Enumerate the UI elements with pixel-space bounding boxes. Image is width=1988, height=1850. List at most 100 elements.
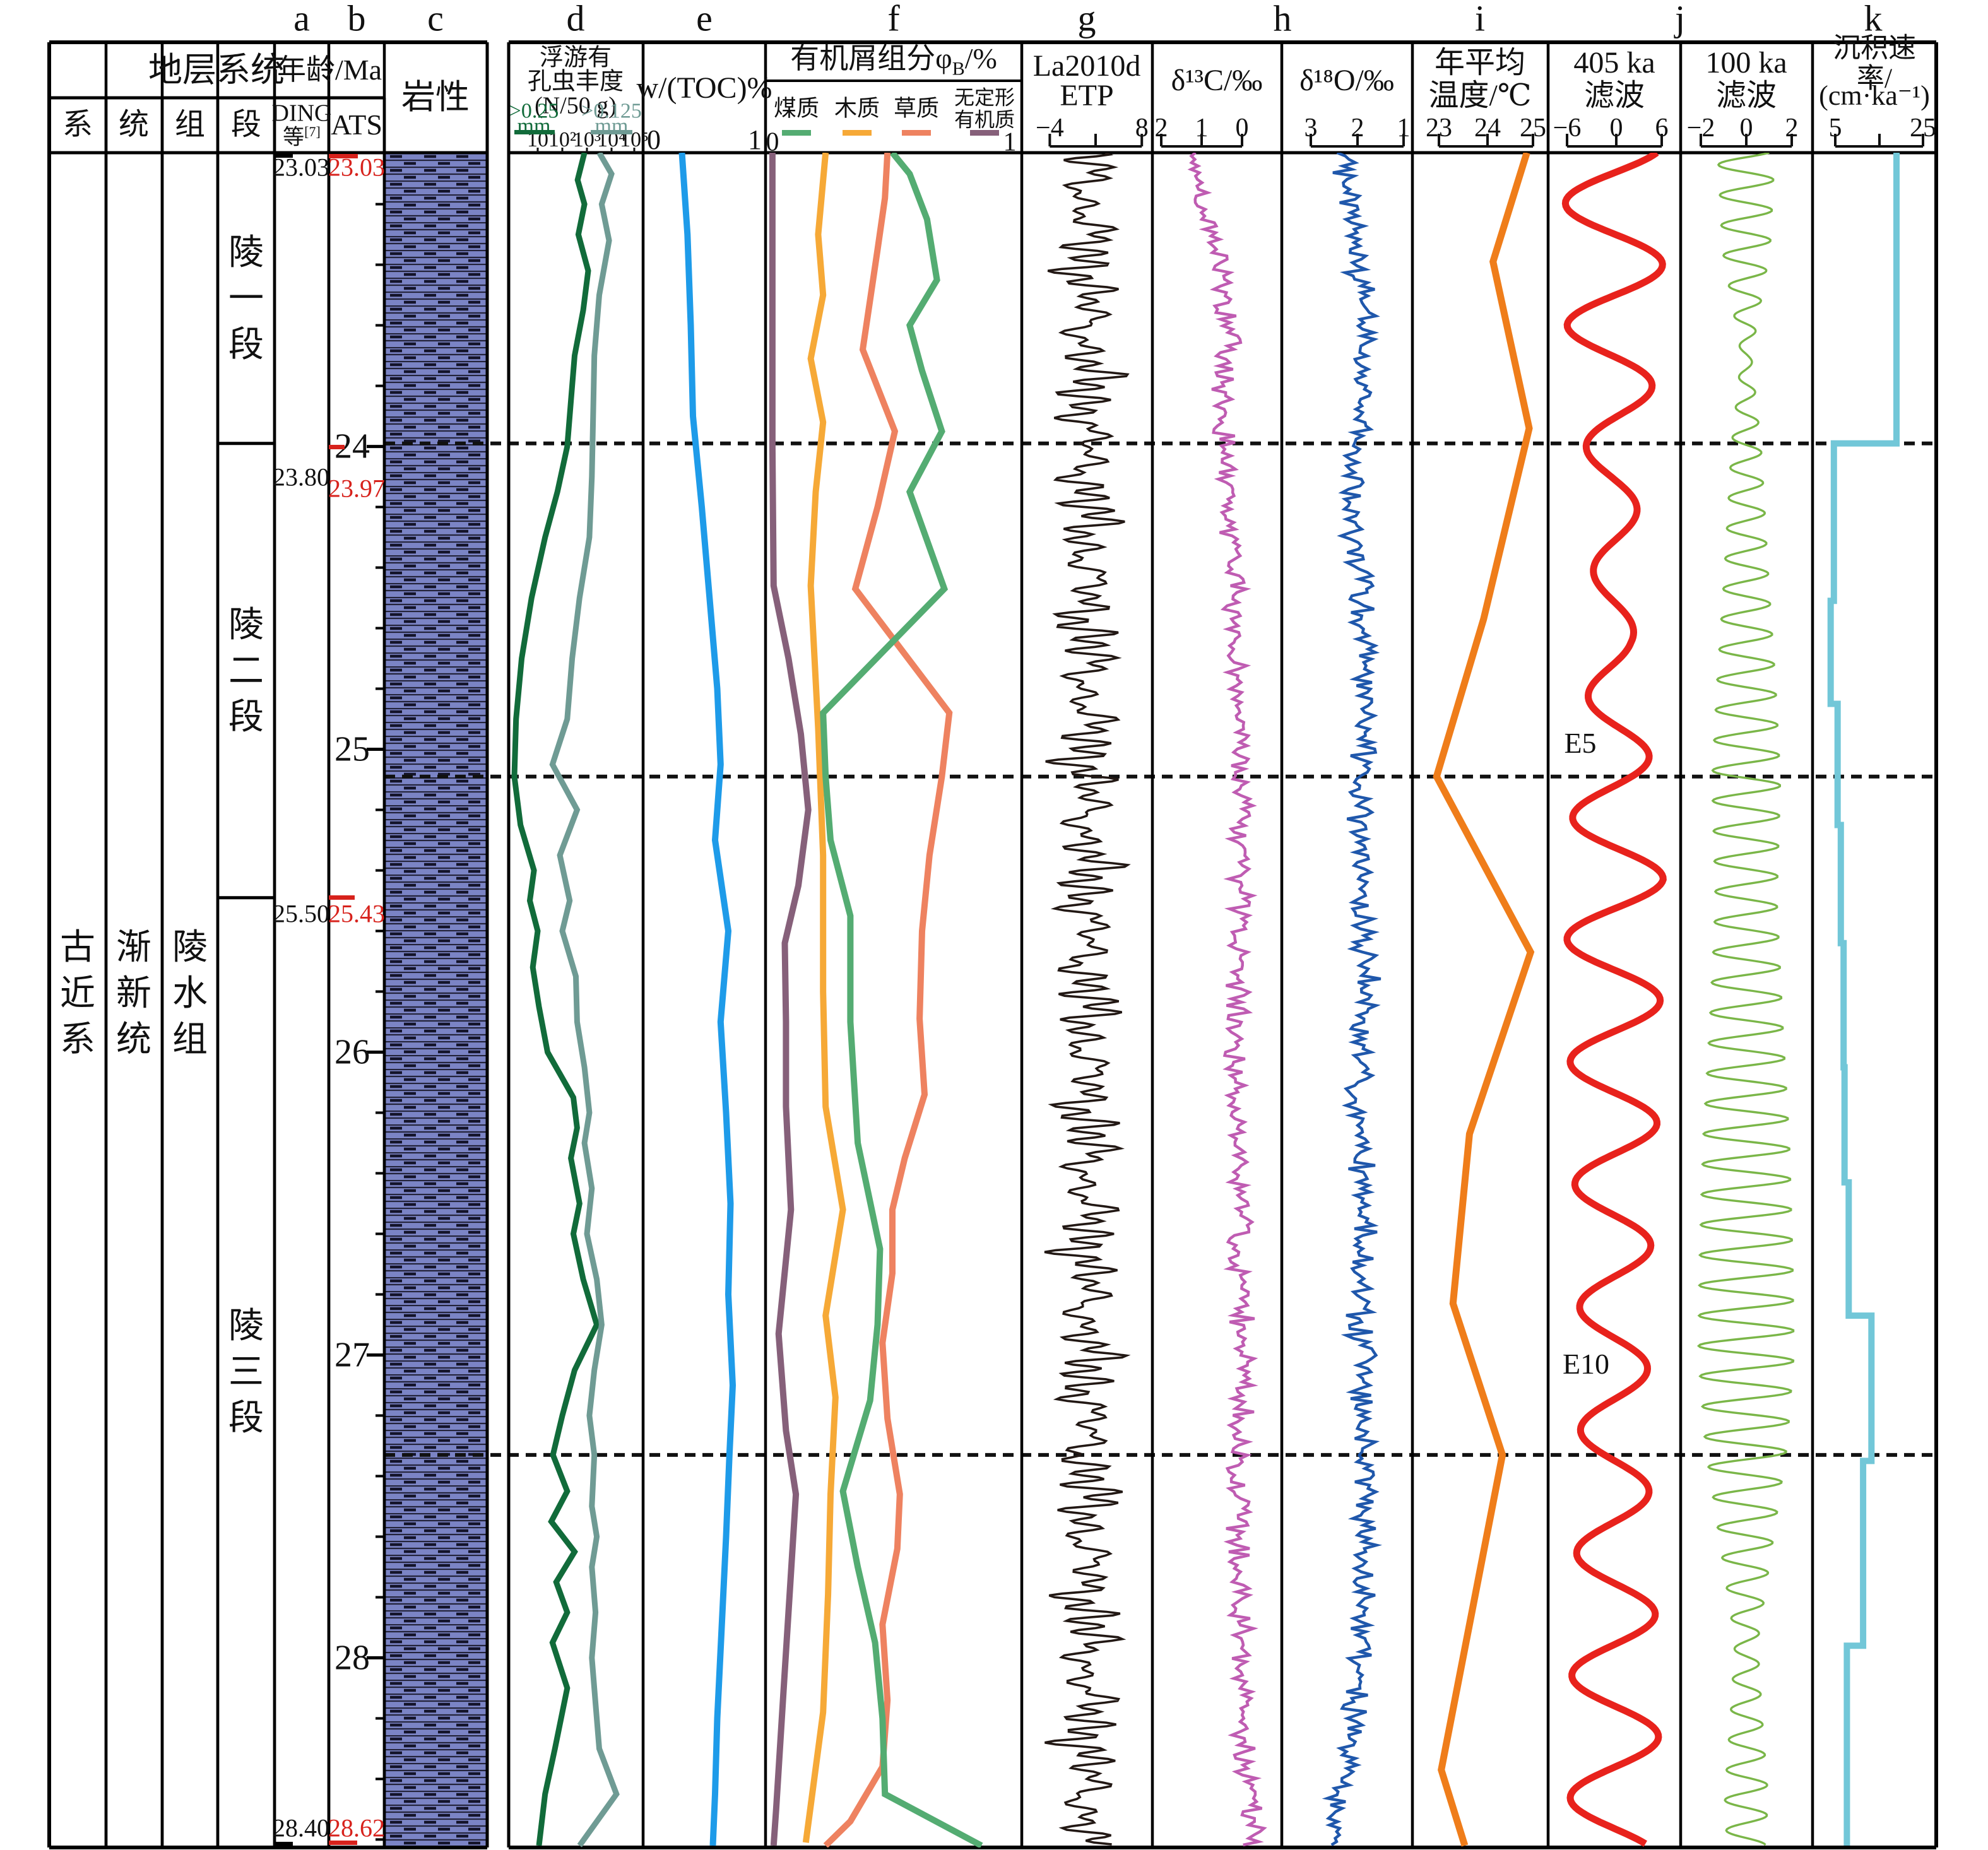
- col-i-tick: 24: [1474, 114, 1501, 143]
- legend-swatch-wood: [843, 130, 872, 136]
- figure-letter-h: h: [1273, 0, 1292, 39]
- col-f-legend-coal: 煤质: [773, 95, 820, 121]
- col-g-title-2: ETP: [1060, 79, 1114, 113]
- ding-age-28.40: 28.40: [273, 1813, 329, 1842]
- col-k-tick: 5: [1829, 114, 1842, 143]
- legend-swatch-0125: [591, 130, 632, 134]
- ding-age-23.80: 23.80: [273, 462, 329, 492]
- curve-plankton-gt025: [511, 153, 600, 1846]
- ats-age-23.03: 23.03: [328, 153, 385, 182]
- col-j2-tick: −2: [1687, 114, 1715, 143]
- strat-member-1: 陵一段: [228, 233, 264, 365]
- legend-swatch-025: [514, 130, 555, 134]
- col-h1-title: δ¹³C/‰: [1171, 64, 1263, 98]
- ats-age-23.97: 23.97: [328, 474, 385, 503]
- col-j1-title-1: 405 ka: [1573, 46, 1655, 80]
- figure-letter-f: f: [887, 0, 900, 39]
- col-h2-tick: 1: [1397, 114, 1411, 143]
- strat-formation-lingshui: 陵水组: [172, 928, 208, 1059]
- col-g-tick: 8: [1135, 114, 1149, 143]
- curve-d18o: [1322, 153, 1383, 1846]
- col-j1-tick: 0: [1610, 114, 1623, 143]
- curve-temperature: [1433, 153, 1535, 1847]
- col-d-legend-025-mm: mm: [517, 114, 551, 138]
- ats-age-28.62: 28.62: [328, 1813, 385, 1842]
- ats-boundary-tick: [329, 1841, 357, 1845]
- col-j1-title-2: 滤波: [1583, 79, 1645, 113]
- ding-boundary-tick: [275, 1842, 293, 1846]
- legend-swatch-coal: [782, 130, 811, 136]
- header-ding-deng: 等: [283, 126, 305, 150]
- age-major-label: 25: [334, 730, 370, 769]
- col-d-legend-0125-mm: mm: [595, 114, 629, 138]
- header-duan: 段: [230, 108, 262, 142]
- col-f-title-pre: 有机屑组分φ: [790, 42, 952, 75]
- age-major-label: 27: [334, 1335, 370, 1374]
- figure-letter-a: a: [293, 0, 310, 39]
- ding-age-25.50: 25.50: [273, 899, 329, 928]
- figure-letter-e: e: [696, 0, 713, 39]
- col-g-tick: −4: [1036, 114, 1064, 143]
- ats-age-25.43: 25.43: [328, 899, 385, 928]
- figure-letter-d: d: [566, 0, 585, 39]
- curve-amorphous: [769, 153, 812, 1846]
- header-ding-ref: 等[7]: [283, 124, 321, 150]
- figure-letter-c: c: [427, 0, 444, 39]
- curve-grass: [823, 153, 953, 1847]
- ats-boundary-tick: [329, 445, 345, 449]
- header-xi: 系: [62, 108, 93, 142]
- curve-filter-100ka: [1696, 153, 1795, 1846]
- header-ding: DING: [271, 100, 332, 127]
- col-i-tick: 25: [1520, 114, 1546, 143]
- col-k-title-1: 沉积速率/: [1833, 32, 1916, 93]
- col-j2-tick: 0: [1740, 114, 1753, 143]
- col-j2-tick: 2: [1785, 114, 1799, 143]
- curve-toc: [678, 153, 737, 1846]
- ding-boundary-tick: [275, 154, 293, 158]
- header-zu: 组: [174, 108, 206, 142]
- strat-series-oligocene: 渐新统: [115, 928, 151, 1059]
- col-f-tick-1: 1: [1003, 127, 1017, 157]
- col-f-tick-0: 0: [766, 127, 779, 157]
- col-d-legend-025: >0.25: [509, 99, 559, 123]
- header-age-ma: 年龄/Ma: [276, 54, 382, 86]
- curve-d13c: [1187, 153, 1267, 1847]
- curve-etp: [1044, 153, 1131, 1846]
- col-h1-tick: 2: [1155, 114, 1168, 143]
- col-e-tick-1: 1: [748, 124, 762, 156]
- col-f-title-sub: B: [952, 58, 965, 80]
- col-h1-tick: 0: [1236, 114, 1249, 143]
- figure-letter-k: k: [1864, 0, 1883, 39]
- col-i-title-2: 温度/℃: [1428, 79, 1532, 113]
- header-ats: ATS: [331, 109, 382, 141]
- col-h2-title: δ¹⁸O/‰: [1299, 64, 1394, 98]
- col-j2-title-2: 滤波: [1715, 79, 1777, 113]
- ding-age-23.03: 23.03: [273, 153, 329, 182]
- col-j1-tick: 6: [1655, 114, 1669, 143]
- ding-citation: [7]: [304, 123, 321, 139]
- col-f-legend-wood: 木质: [834, 95, 880, 121]
- legend-swatch-grass: [902, 130, 931, 136]
- col-k-tick: 25: [1910, 114, 1936, 143]
- header-strat-system: 地层系统: [148, 50, 285, 89]
- ats-boundary-tick: [329, 154, 358, 158]
- col-i-tick: 23: [1426, 114, 1452, 143]
- col-d-title-3: (N/50 g): [535, 92, 617, 119]
- lithology-column-mudstone: [384, 153, 487, 1847]
- legend-swatch-amorphous: [970, 130, 999, 136]
- curve-coal: [820, 153, 983, 1847]
- age-major-label: 26: [334, 1032, 370, 1071]
- curve-filter-405ka: [1561, 153, 1667, 1847]
- curve-plankton-gt0125: [549, 153, 620, 1847]
- figure-letter-i: i: [1474, 0, 1486, 39]
- strat-member-2: 陵二段: [228, 605, 264, 737]
- header-lithology: 岩性: [401, 78, 470, 116]
- col-f-title-post: /%: [964, 42, 997, 75]
- col-d-legend-0125: >0.125: [581, 99, 642, 123]
- ats-boundary-tick: [329, 895, 355, 900]
- figure-letter-j: j: [1674, 0, 1686, 39]
- figure-letter-g: g: [1077, 0, 1096, 39]
- col-d-title-2: 孔虫丰度: [527, 68, 624, 95]
